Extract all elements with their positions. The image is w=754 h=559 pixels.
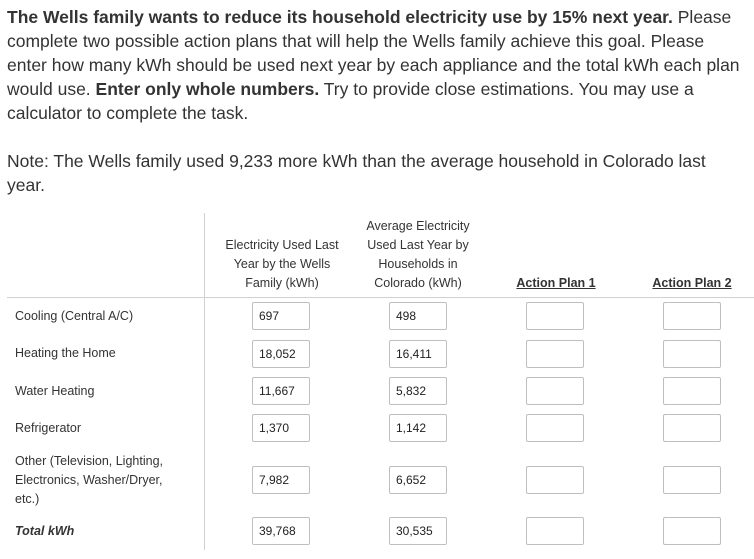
- total-plan1-input[interactable]: [526, 517, 584, 545]
- water-heating-plan2-input[interactable]: [663, 377, 721, 405]
- refrigerator-plan1-input[interactable]: [526, 414, 584, 442]
- other-plan1-input[interactable]: [526, 466, 584, 494]
- other-average-field[interactable]: [389, 466, 447, 494]
- col-header-wells: Electricity Used Last Year by the Wells …: [225, 238, 339, 290]
- water-heating-average-field[interactable]: [389, 377, 447, 405]
- refrigerator-wells-field[interactable]: [252, 414, 310, 442]
- col-header-action-plan-1: Action Plan 1: [516, 276, 596, 290]
- row-label-water-heating: Water Heating: [15, 384, 95, 398]
- other-wells-field[interactable]: [252, 466, 310, 494]
- instructions: The Wells family wants to reduce its hou…: [7, 5, 747, 125]
- row-label-refrigerator: Refrigerator: [15, 421, 81, 435]
- instructions-lead: The Wells family wants to reduce its hou…: [7, 7, 673, 27]
- total-plan2-input[interactable]: [663, 517, 721, 545]
- col-header-average: Average Electricity Used Last Year by Ho…: [366, 219, 470, 290]
- heating-plan1-input[interactable]: [526, 340, 584, 368]
- heating-average-field[interactable]: [389, 340, 447, 368]
- table-header-divider: [7, 297, 754, 298]
- cooling-plan1-input[interactable]: [526, 302, 584, 330]
- water-heating-plan1-input[interactable]: [526, 377, 584, 405]
- instructions-text-1: Please complete two possible action plan…: [7, 7, 740, 99]
- refrigerator-plan2-input[interactable]: [663, 414, 721, 442]
- cooling-average-field[interactable]: [389, 302, 447, 330]
- instructions-text-2: Try to provide close estimations. You ma…: [7, 79, 694, 123]
- row-label-total: Total kWh: [15, 524, 75, 538]
- row-label-other: Other (Television, Lighting, Electronics…: [15, 454, 163, 506]
- note: Note: The Wells family used 9,233 more k…: [7, 151, 706, 195]
- cooling-wells-field[interactable]: [252, 302, 310, 330]
- cooling-plan2-input[interactable]: [663, 302, 721, 330]
- row-label-heating: Heating the Home: [15, 346, 116, 360]
- heating-wells-field[interactable]: [252, 340, 310, 368]
- row-label-cooling: Cooling (Central A/C): [15, 309, 134, 323]
- table-vertical-divider: [204, 213, 205, 550]
- heating-plan2-input[interactable]: [663, 340, 721, 368]
- other-plan2-input[interactable]: [663, 466, 721, 494]
- instructions-whole-numbers: Enter only whole numbers.: [95, 79, 320, 99]
- total-average-field[interactable]: [389, 517, 447, 545]
- water-heating-wells-field[interactable]: [252, 377, 310, 405]
- col-header-action-plan-2: Action Plan 2: [652, 276, 732, 290]
- refrigerator-average-field[interactable]: [389, 414, 447, 442]
- total-wells-field[interactable]: [252, 517, 310, 545]
